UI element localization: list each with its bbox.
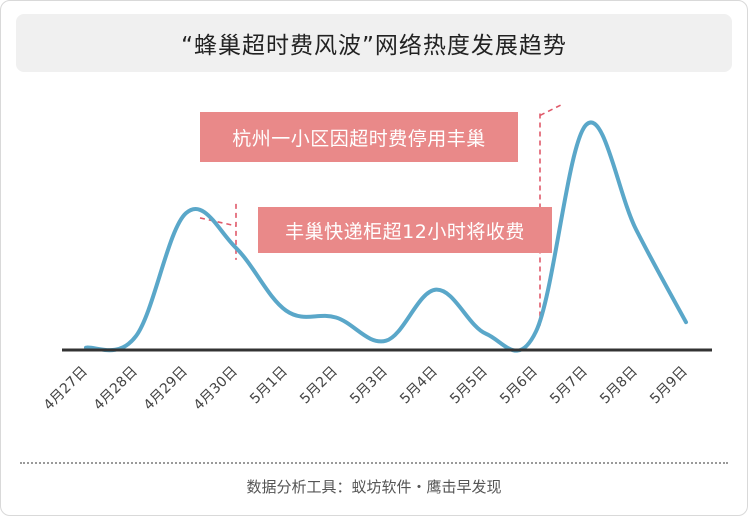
- x-tick-label: 5月7日: [547, 364, 591, 408]
- x-tick-label: 5月2日: [297, 364, 341, 408]
- x-tick-label: 5月9日: [647, 364, 691, 408]
- x-tick-label: 4月28日: [91, 364, 141, 414]
- x-tick-label: 5月8日: [597, 364, 641, 408]
- source-note: 数据分析工具：蚁坊软件・鹰击早发现: [246, 478, 502, 496]
- x-tick-label: 4月30日: [191, 364, 241, 414]
- annotation-text: 杭州一小区因超时费停用丰巢: [232, 127, 486, 150]
- title-bar: “蜂巢超时费风波”网络热度发展趋势: [16, 14, 732, 72]
- chart-title: “蜂巢超时费风波”网络热度发展趋势: [181, 33, 567, 59]
- annotation-callout: 丰巢快递柜超12小时将收费: [258, 207, 552, 253]
- series-line: [84, 120, 688, 353]
- x-tick-label: 4月29日: [141, 364, 191, 414]
- x-tick-label: 5月3日: [347, 364, 391, 408]
- x-tick-label: 5月5日: [447, 364, 491, 408]
- x-tick-label: 5月6日: [497, 364, 541, 408]
- x-tick-label: 4月27日: [41, 364, 91, 414]
- annotation-pointer: [199, 217, 237, 227]
- x-tick-label: 5月1日: [247, 364, 291, 408]
- annotation-pointer: [539, 102, 565, 117]
- x-tick-label: 5月4日: [397, 364, 441, 408]
- footer-divider: [20, 462, 728, 464]
- annotation-text: 丰巢快递柜超12小时将收费: [285, 220, 525, 243]
- annotation-callout: 杭州一小区因超时费停用丰巢: [200, 112, 518, 162]
